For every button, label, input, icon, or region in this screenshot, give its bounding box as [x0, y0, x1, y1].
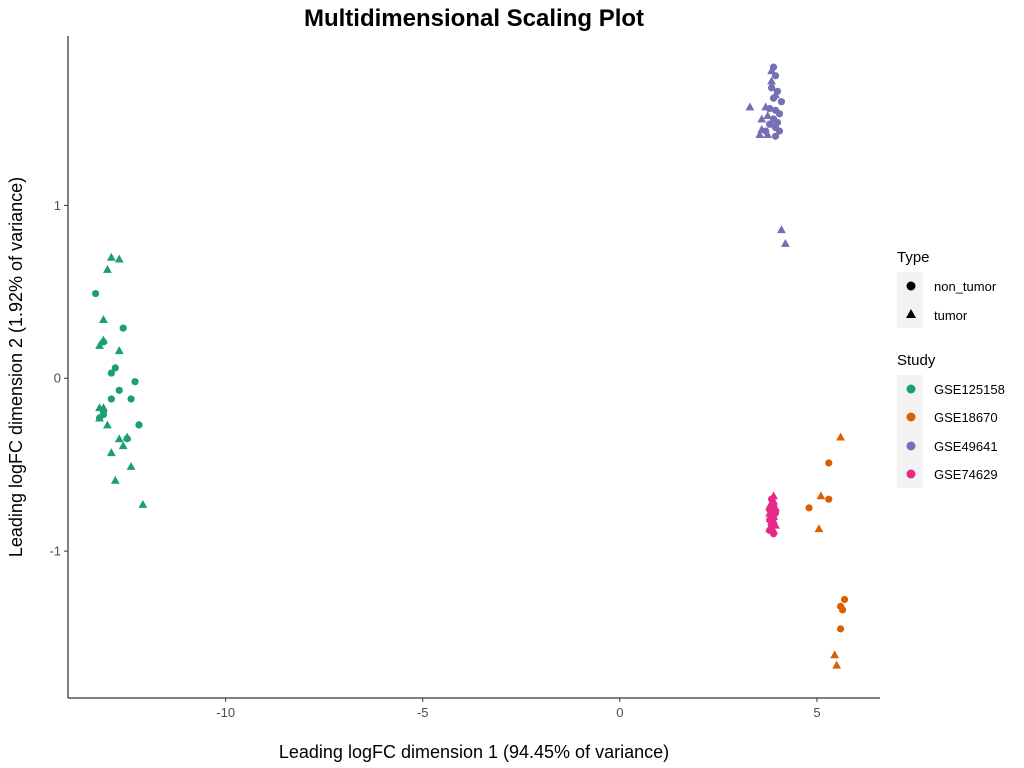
- scatter-point-gse125158-tumor: [118, 441, 128, 450]
- data-points: [91, 63, 849, 669]
- study-legend: Study GSE125158 GSE18670 GSE49641 GSE746…: [897, 352, 1005, 488]
- scatter-point-gse49641-non-tumor: [771, 132, 780, 140]
- scatter-point-gse49641-tumor: [771, 90, 780, 99]
- scatter-point-gse125158-non-tumor: [107, 395, 115, 403]
- scatter-point-gse125158-tumor: [122, 432, 132, 441]
- gse18670-key-icon: [906, 412, 916, 422]
- study-legend-label-gse49641: GSE49641: [934, 439, 998, 454]
- scatter-point-gse125158-non-tumor: [115, 386, 123, 394]
- scatter-point-gse49641-non-tumor: [775, 110, 784, 118]
- scatter-point-gse125158-tumor: [95, 413, 104, 422]
- scatter-point-gse125158-tumor: [95, 340, 104, 349]
- scatter-point-gse125158-non-tumor: [119, 324, 127, 332]
- scatter-point-gse125158-non-tumor: [127, 395, 135, 403]
- scatter-point-gse49641-tumor: [780, 239, 790, 247]
- y-axis-ticks: -1 0 1: [49, 198, 68, 559]
- scatter-point-gse49641-tumor: [767, 66, 777, 75]
- axes: [67, 36, 880, 699]
- scatter-point-gse18670-tumor: [816, 491, 826, 500]
- scatter-point-gse49641-tumor: [777, 225, 786, 234]
- scatter-point-gse74629-tumor: [769, 517, 778, 526]
- scatter-point-gse18670-tumor: [836, 432, 845, 441]
- type-legend-label-tumor: tumor: [934, 308, 968, 323]
- type-legend-label-non-tumor: non_tumor: [934, 279, 997, 294]
- scatter-point-gse18670-non-tumor: [840, 595, 849, 604]
- scatter-point-gse49641-tumor: [761, 102, 771, 111]
- tumor-key-icon: [906, 309, 916, 318]
- scatter-point-gse74629-tumor: [765, 501, 775, 510]
- y-axis-title: Leading logFC dimension 2 (1.92% of vari…: [6, 177, 26, 557]
- scatter-point-gse49641-tumor: [757, 114, 767, 123]
- chart-title: Multidimensional Scaling Plot: [304, 5, 644, 32]
- scatter-point-gse49641-non-tumor: [775, 127, 784, 135]
- scatter-point-gse74629-tumor: [769, 491, 778, 500]
- scatter-point-gse18670-non-tumor: [825, 495, 833, 503]
- scatter-point-gse18670-non-tumor: [805, 504, 813, 512]
- scatter-point-gse18670-tumor: [830, 650, 840, 659]
- scatter-point-gse125158-tumor: [99, 315, 108, 323]
- scatter-point-gse125158-non-tumor: [131, 378, 139, 386]
- gse125158-key-icon: [906, 384, 916, 394]
- scatter-point-gse49641-tumor: [745, 102, 755, 111]
- scatter-point-gse125158-tumor: [138, 500, 148, 508]
- scatter-point-gse125158-non-tumor: [91, 289, 100, 298]
- study-legend-label-gse74629: GSE74629: [934, 467, 998, 482]
- scatter-point-gse125158-tumor: [106, 252, 116, 261]
- gse49641-key-icon: [906, 441, 916, 451]
- scatter-point-gse49641-tumor: [767, 76, 777, 85]
- y-tick-label: -1: [49, 544, 61, 559]
- scatter-point-gse125158-tumor: [114, 346, 124, 355]
- scatter-point-gse18670-tumor: [832, 660, 842, 669]
- scatter-point-gse125158-tumor: [95, 403, 104, 412]
- scatter-point-gse125158-tumor: [106, 448, 116, 457]
- y-tick-label: 1: [54, 198, 61, 213]
- type-legend: Type non_tumor tumor: [897, 249, 997, 328]
- scatter-point-gse18670-non-tumor: [836, 602, 845, 610]
- study-legend-label-gse125158: GSE125158: [934, 382, 1005, 397]
- x-tick-label: 0: [616, 705, 623, 720]
- y-tick-label: 0: [54, 371, 61, 386]
- scatter-point-gse74629-tumor: [767, 506, 777, 515]
- scatter-point-gse49641-tumor: [763, 111, 773, 120]
- scatter-point-gse74629-tumor: [769, 525, 778, 534]
- study-legend-label-gse18670: GSE18670: [934, 410, 998, 425]
- scatter-point-gse18670-non-tumor: [825, 459, 833, 467]
- scatter-point-gse125158-tumor: [103, 420, 112, 429]
- scatter-point-gse49641-tumor: [755, 130, 765, 139]
- scatter-point-gse125158-tumor: [99, 335, 108, 344]
- x-tick-label: -10: [216, 705, 235, 720]
- scatter-point-gse125158-tumor: [110, 475, 120, 484]
- scatter-point-gse125158-tumor: [126, 461, 136, 470]
- type-legend-title: Type: [897, 249, 930, 266]
- scatter-point-gse49641-tumor: [767, 119, 777, 128]
- x-axis-title: Leading logFC dimension 1 (94.45% of var…: [279, 742, 669, 762]
- x-tick-label: -5: [417, 705, 429, 720]
- scatter-point-gse125158-non-tumor: [107, 369, 115, 377]
- scatter-point-gse125158-tumor: [114, 434, 124, 443]
- scatter-point-gse74629-tumor: [769, 496, 778, 505]
- gse74629-key-icon: [906, 469, 916, 479]
- x-tick-label: 5: [813, 705, 820, 720]
- x-axis-ticks: -10 -5 0 5: [216, 698, 821, 720]
- scatter-point-gse125158-tumor: [103, 264, 112, 273]
- scatter-point-gse125158-non-tumor: [111, 364, 119, 372]
- non-tumor-key-icon: [906, 281, 916, 291]
- study-legend-key-bg: [897, 375, 923, 488]
- scatter-point-gse49641-non-tumor: [768, 84, 776, 92]
- type-legend-key-bg: [897, 272, 923, 328]
- scatter-point-gse125158-tumor: [114, 254, 124, 263]
- scatter-point-gse18670-tumor: [814, 524, 824, 533]
- study-legend-title: Study: [897, 352, 936, 369]
- scatter-point-gse49641-tumor: [763, 130, 773, 139]
- scatter-point-gse125158-non-tumor: [135, 421, 143, 429]
- scatter-point-gse18670-non-tumor: [836, 625, 845, 633]
- scatter-point-gse49641-non-tumor: [777, 98, 786, 106]
